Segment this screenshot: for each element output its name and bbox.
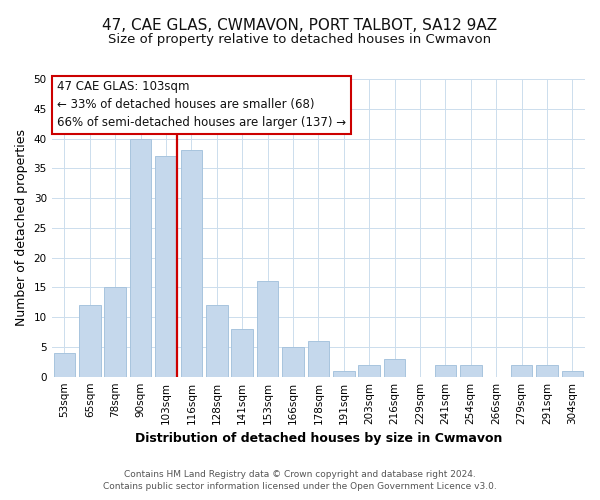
Bar	[384, 359, 406, 376]
Text: Contains public sector information licensed under the Open Government Licence v3: Contains public sector information licen…	[103, 482, 497, 491]
X-axis label: Distribution of detached houses by size in Cwmavon: Distribution of detached houses by size …	[134, 432, 502, 445]
Text: Contains HM Land Registry data © Crown copyright and database right 2024.: Contains HM Land Registry data © Crown c…	[124, 470, 476, 479]
Bar	[257, 282, 278, 376]
Bar	[282, 347, 304, 376]
Bar	[562, 370, 583, 376]
Bar	[53, 353, 75, 376]
Bar	[511, 365, 532, 376]
Bar	[181, 150, 202, 376]
Bar	[130, 138, 151, 376]
Bar	[104, 288, 126, 376]
Y-axis label: Number of detached properties: Number of detached properties	[15, 130, 28, 326]
Bar	[333, 370, 355, 376]
Bar	[79, 305, 101, 376]
Bar	[232, 329, 253, 376]
Text: 47 CAE GLAS: 103sqm
← 33% of detached houses are smaller (68)
66% of semi-detach: 47 CAE GLAS: 103sqm ← 33% of detached ho…	[57, 80, 346, 130]
Bar	[308, 341, 329, 376]
Bar	[206, 305, 227, 376]
Bar	[155, 156, 177, 376]
Text: Size of property relative to detached houses in Cwmavon: Size of property relative to detached ho…	[109, 32, 491, 46]
Bar	[434, 365, 456, 376]
Text: 47, CAE GLAS, CWMAVON, PORT TALBOT, SA12 9AZ: 47, CAE GLAS, CWMAVON, PORT TALBOT, SA12…	[103, 18, 497, 32]
Bar	[536, 365, 557, 376]
Bar	[358, 365, 380, 376]
Bar	[460, 365, 482, 376]
